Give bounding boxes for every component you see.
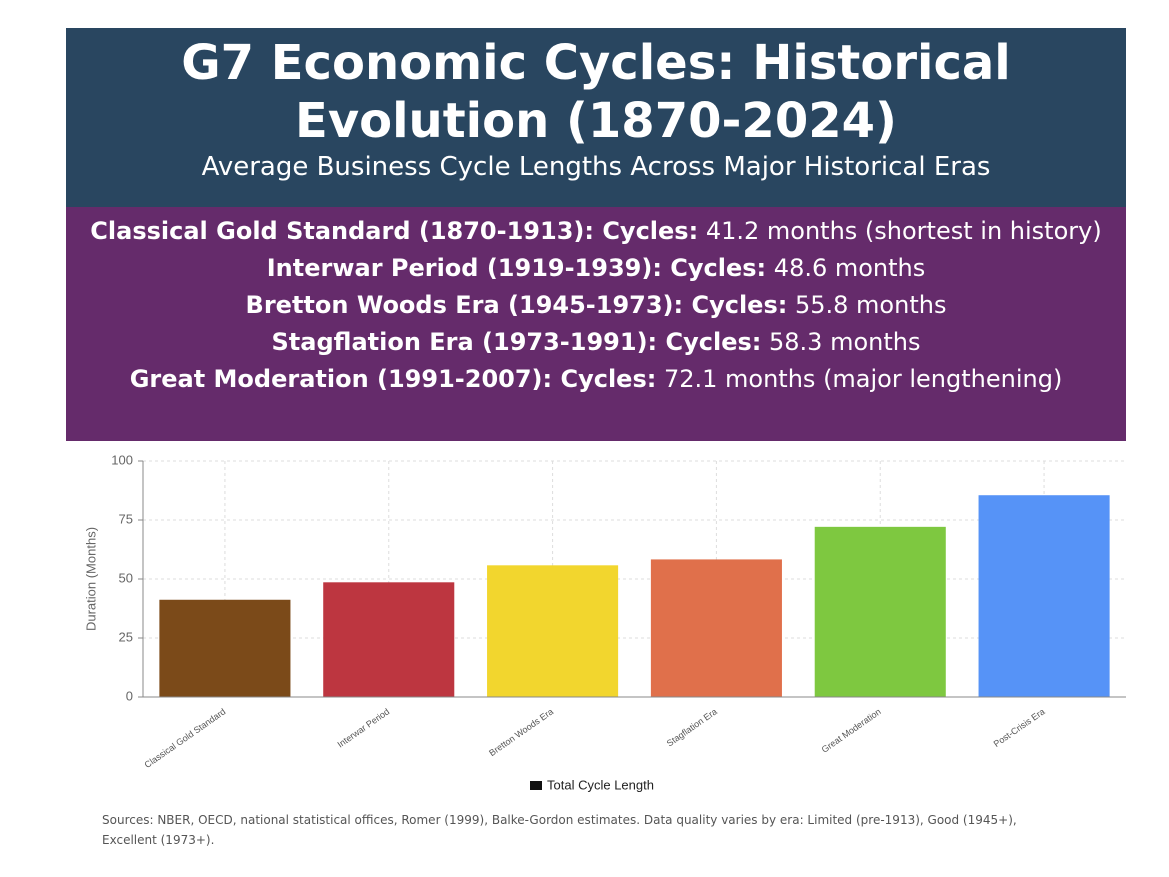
subtitle: Average Business Cycle Lengths Across Ma… <box>201 152 991 182</box>
bar <box>978 495 1110 697</box>
note-label: Classical Gold Standard (1870-1913): Cyc… <box>90 217 699 245</box>
chart: 0 25 50 75 100 Duration (Months) Classical Gol… <box>83 452 1126 792</box>
x-tick-label: Interwar Period <box>336 706 392 749</box>
note-text: 58.3 months <box>769 328 921 356</box>
note: Classical Gold Standard (1870-1913): Cyc… <box>66 213 1126 250</box>
y-tick-label: 25 <box>119 629 133 644</box>
x-tick-label: Bretton Woods Era <box>487 706 555 758</box>
x-tick-label: Great Moderation <box>820 706 883 754</box>
note: Interwar Period (1919-1939): Cycles: 48.… <box>66 250 1126 287</box>
note-text: 72.1 months (major lengthening) <box>663 365 1063 393</box>
y-axis-label: Duration (Months) <box>83 527 98 631</box>
title: G7 Economic Cycles: Historical Evolution… <box>181 35 1011 149</box>
bar <box>650 559 782 697</box>
note: Bretton Woods Era (1945-1973): Cycles: 5… <box>66 287 1126 324</box>
x-tick-label: Stagflation Era <box>665 706 719 748</box>
note-label: Great Moderation (1991-2007): Cycles: <box>129 365 657 393</box>
note-label: Interwar Period (1919-1939): Cycles: <box>266 254 767 282</box>
note: Great Moderation (1991-2007): Cycles: 72… <box>66 361 1126 398</box>
y-tick-label: 0 <box>126 688 133 703</box>
sources: Sources: NBER, OECD, national statistica… <box>102 813 1017 847</box>
x-tick-label: Classical Gold Standard <box>143 706 228 770</box>
bar <box>487 565 619 697</box>
notes: Classical Gold Standard (1870-1913): Cyc… <box>66 207 1126 441</box>
x-tick-label: Post-Crisis Era <box>992 706 1047 749</box>
legend-swatch <box>530 781 542 790</box>
y-tick-label: 50 <box>119 570 133 585</box>
bar <box>814 526 946 697</box>
legend-label: Total Cycle Length <box>547 777 654 792</box>
note-text: 55.8 months <box>794 291 947 319</box>
bar <box>159 599 291 697</box>
note-text: 41.2 months (shortest in history) <box>705 217 1102 245</box>
y-tick-label: 100 <box>111 452 133 467</box>
note: Stagflation Era (1973-1991): Cycles: 58.… <box>66 324 1126 361</box>
note-label: Bretton Woods Era (1945-1973): Cycles: <box>245 291 788 319</box>
y-tick-label: 75 <box>119 511 133 526</box>
header: G7 Economic Cycles: Historical Evolution… <box>66 28 1126 207</box>
note-text: 48.6 months <box>773 254 926 282</box>
bar <box>323 582 455 697</box>
note-label: Stagflation Era (1973-1991): Cycles: <box>271 328 762 356</box>
